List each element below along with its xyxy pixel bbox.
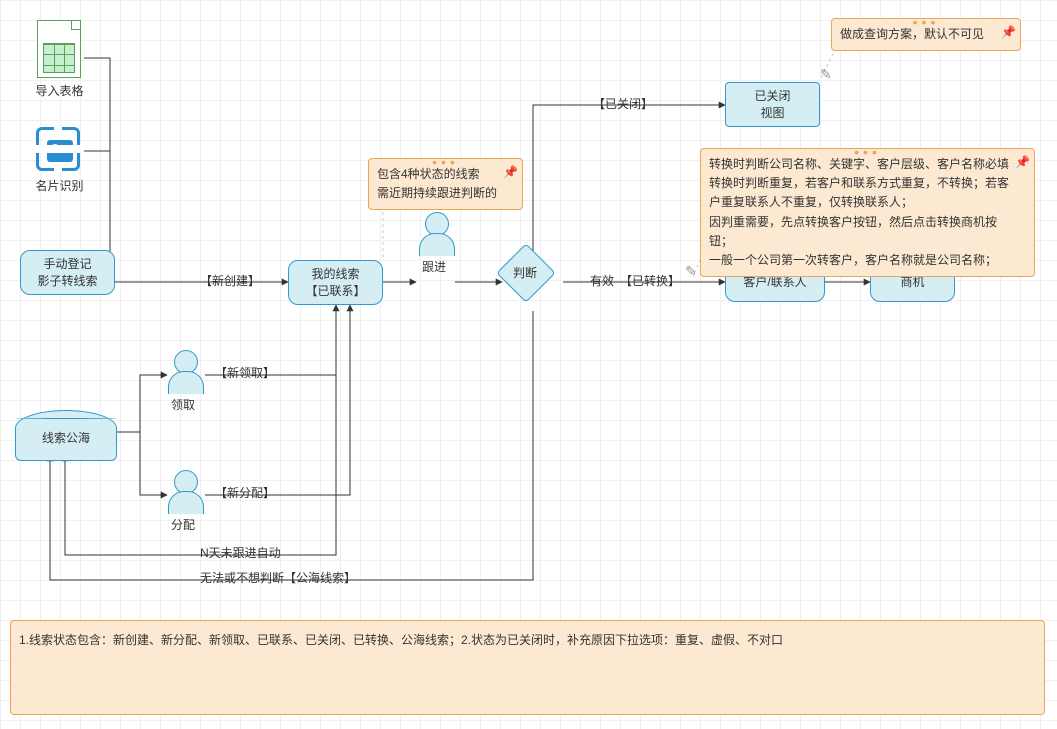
manual-line1: 手动登记 (43, 256, 91, 273)
edge-label-valid-b: 【已转换】 (620, 272, 680, 289)
edge-label-new-assign: 【新分配】 (215, 484, 275, 501)
node-closed-view[interactable]: 已关闭 视图 (725, 82, 820, 127)
actor-assign-label: 分配 (171, 516, 195, 533)
node-import-sheet[interactable]: 导入表格 (32, 20, 87, 95)
annotation-tip3: ••• 📌 转换时判断公司名称、关键字、客户层级、客户名称必填 转换时判断重复，… (700, 148, 1035, 277)
pencil-icon-2: ✎ (685, 263, 697, 280)
node-card-scan[interactable]: 名片识别 (32, 127, 87, 188)
tip1-line2: 需近期持续跟进判断的 (377, 184, 502, 203)
pool-label: 线索公海 (42, 429, 90, 446)
diagram-canvas: 导入表格 名片识别 手动登记 影子转线索 我的线索 【已联系】 跟进 判断 已关… (0, 0, 1057, 729)
tip3-l3: 因判重需要，先点转换客户按钮，然后点击转换商机按钮； (709, 213, 1014, 251)
node-clue-pool[interactable]: 线索公海 (15, 410, 117, 461)
card-scan-label: 名片识别 (32, 177, 87, 194)
actor-get-label: 领取 (171, 396, 195, 413)
actor-followup-label: 跟进 (422, 258, 446, 275)
closed-line1: 已关闭 (754, 88, 790, 105)
edge-label-auto-return: N天未跟进自动 (200, 544, 281, 561)
annotation-tip2: ••• 📌 做成查询方案，默认不可见 (831, 18, 1021, 51)
edge-label-cannot-judge: 无法或不想判断【公海线索】 (200, 569, 356, 586)
node-manual-register[interactable]: 手动登记 影子转线索 (20, 250, 115, 295)
node-my-clue[interactable]: 我的线索 【已联系】 (288, 260, 383, 305)
bottom-note-text: 1.线索状态包含：新创建、新分配、新领取、已联系、已关闭、已转换、公海线索；2.… (19, 633, 783, 647)
annotation-bottom-note: 1.线索状态包含：新创建、新分配、新领取、已联系、已关闭、已转换、公海线索；2.… (10, 620, 1045, 715)
annotation-tip1: ••• 📌 包含4种状态的线索 需近期持续跟进判断的 (368, 158, 523, 210)
pencil-icon: ✎ (820, 66, 832, 83)
edge-label-new-create: 【新创建】 (200, 272, 260, 289)
manual-line2: 影子转线索 (37, 273, 97, 290)
tip3-l2: 户重复联系人不重复，仅转换联系人； (709, 193, 1014, 212)
import-sheet-label: 导入表格 (32, 82, 87, 99)
tip3-l1: 转换时判断重复，若客户和联系方式重复，不转换；若客 (709, 174, 1014, 193)
edge-label-already-closed: 【已关闭】 (593, 95, 653, 112)
my-clue-line1: 我的线索 (311, 266, 359, 283)
closed-line2: 视图 (760, 105, 784, 122)
edge-label-new-get: 【新领取】 (215, 364, 275, 381)
my-clue-line2: 【已联系】 (305, 283, 365, 300)
edge-label-valid-a: 有效 (590, 272, 614, 289)
tip3-l4: 一般一个公司第一次转客户，客户名称就是公司名称； (709, 251, 1014, 270)
